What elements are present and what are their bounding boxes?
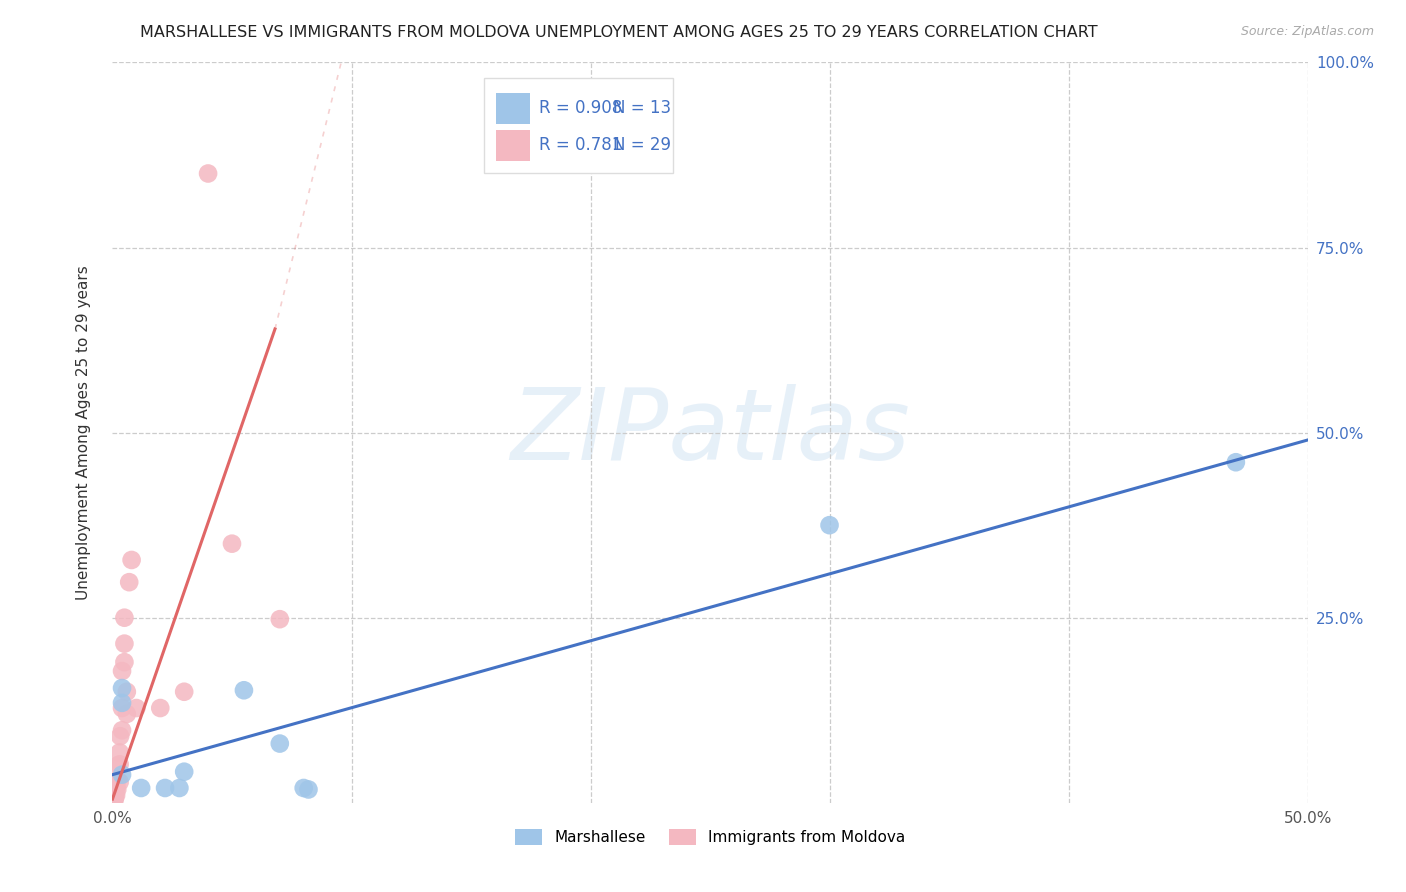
- Point: [114, 637, 135, 651]
- FancyBboxPatch shape: [484, 78, 673, 173]
- Point: [115, 685, 138, 699]
- Point: [108, 775, 131, 789]
- Point: [115, 706, 138, 721]
- Point: [153, 780, 176, 795]
- Bar: [496, 93, 530, 124]
- Text: MARSHALLESE VS IMMIGRANTS FROM MOLDOVA UNEMPLOYMENT AMONG AGES 25 TO 29 YEARS CO: MARSHALLESE VS IMMIGRANTS FROM MOLDOVA U…: [139, 25, 1098, 40]
- Point: [104, 791, 127, 805]
- Text: N = 29: N = 29: [613, 136, 671, 154]
- Point: [104, 789, 127, 803]
- Y-axis label: Unemployment Among Ages 25 to 29 years: Unemployment Among Ages 25 to 29 years: [76, 265, 91, 600]
- Legend: Marshallese, Immigrants from Moldova: Marshallese, Immigrants from Moldova: [509, 823, 911, 852]
- Point: [105, 758, 128, 772]
- Text: R = 0.908: R = 0.908: [538, 99, 623, 118]
- Point: [1225, 455, 1247, 469]
- Point: [111, 701, 134, 715]
- Point: [108, 746, 131, 760]
- Point: [114, 610, 135, 624]
- Point: [169, 780, 191, 795]
- Point: [118, 575, 141, 590]
- Point: [297, 782, 319, 797]
- Point: [125, 701, 148, 715]
- Point: [111, 681, 134, 695]
- Text: N = 13: N = 13: [613, 99, 671, 118]
- Point: [108, 757, 131, 772]
- Point: [111, 723, 134, 738]
- Point: [149, 701, 172, 715]
- Point: [108, 729, 131, 743]
- Point: [103, 794, 125, 808]
- Point: [111, 767, 134, 781]
- Point: [292, 780, 315, 795]
- Point: [105, 782, 128, 797]
- Point: [104, 785, 127, 799]
- Point: [121, 553, 143, 567]
- Point: [173, 764, 195, 779]
- Point: [197, 166, 219, 180]
- Point: [269, 737, 291, 751]
- Bar: [496, 130, 530, 161]
- Point: [105, 773, 128, 788]
- Point: [173, 685, 195, 699]
- Text: ZIPatlas: ZIPatlas: [510, 384, 910, 481]
- Text: R = 0.781: R = 0.781: [538, 136, 623, 154]
- Point: [105, 789, 128, 803]
- Point: [221, 536, 243, 550]
- Point: [111, 696, 134, 710]
- Point: [114, 655, 135, 669]
- Point: [129, 780, 152, 795]
- Point: [105, 780, 128, 795]
- Text: Source: ZipAtlas.com: Source: ZipAtlas.com: [1240, 25, 1374, 38]
- Point: [111, 664, 134, 678]
- Point: [818, 518, 841, 533]
- Point: [269, 612, 291, 626]
- Point: [233, 683, 256, 698]
